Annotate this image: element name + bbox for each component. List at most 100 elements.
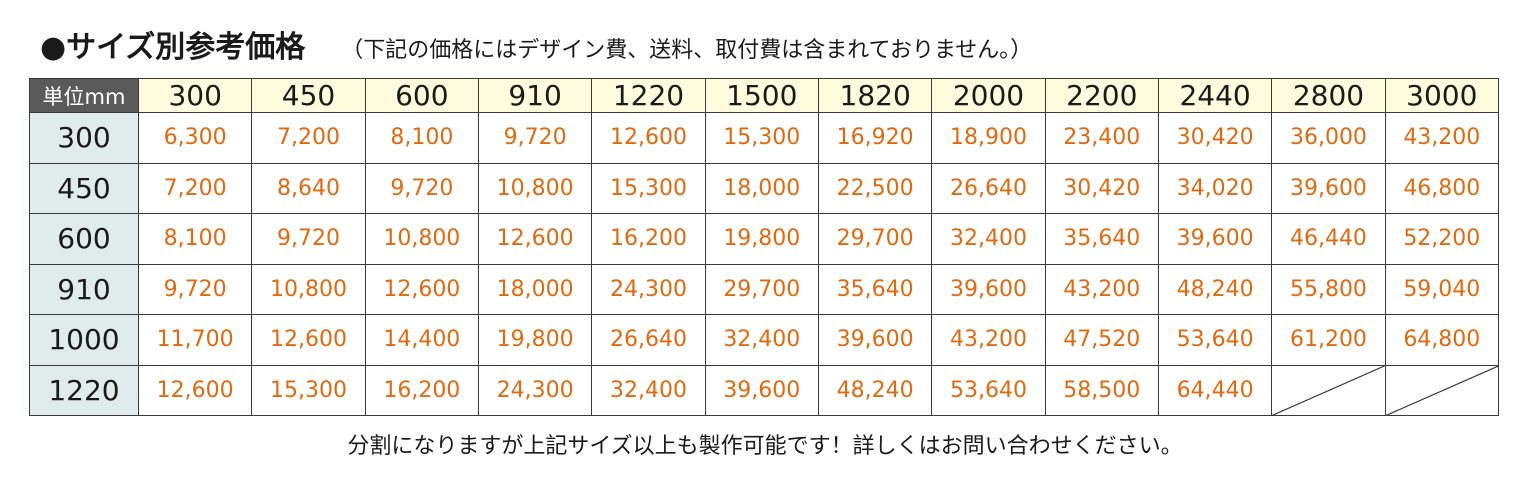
unavailable-cell [1384, 364, 1500, 416]
price-cell: 19,800 [704, 213, 819, 265]
price-cell: 26,640 [591, 314, 706, 366]
price-cell: 24,300 [477, 364, 593, 416]
price-cell: 58,500 [1044, 364, 1159, 416]
price-cell: 43,200 [931, 314, 1046, 366]
price-cell: 29,700 [704, 263, 819, 315]
price-cell: 9,720 [364, 162, 479, 214]
price-cell: 9,720 [137, 263, 253, 315]
price-cell: 43,200 [1044, 263, 1159, 315]
price-cell: 8,640 [251, 162, 366, 214]
price-cell: 10,800 [251, 263, 366, 315]
price-cell: 24,300 [591, 263, 706, 315]
price-cell: 26,640 [931, 162, 1046, 214]
price-cell: 12,600 [591, 112, 706, 164]
price-cell: 10,800 [364, 213, 479, 265]
price-cell: 64,440 [1157, 364, 1273, 416]
page-title: ●サイズ別参考価格 [40, 30, 306, 65]
column-header: 1820 [817, 78, 933, 113]
price-cell: 18,000 [704, 162, 819, 214]
price-cell: 61,200 [1271, 314, 1386, 366]
row-header: 450 [29, 162, 139, 214]
price-cell: 35,640 [817, 263, 933, 315]
row-header: 600 [29, 213, 139, 265]
price-cell: 39,600 [931, 263, 1046, 315]
row-header: 1000 [29, 314, 139, 366]
price-cell: 53,640 [1157, 314, 1273, 366]
column-header: 2800 [1271, 78, 1386, 113]
column-header: 1500 [704, 78, 819, 113]
price-cell: 15,300 [251, 364, 366, 416]
price-cell: 43,200 [1384, 112, 1500, 164]
price-cell: 46,440 [1271, 213, 1386, 265]
price-cell: 16,200 [364, 364, 479, 416]
unit-label: 単位mm [29, 78, 139, 113]
price-cell: 39,600 [1157, 213, 1273, 265]
price-table: 単位mm 300 450 600 910 1220 1500 1820 2000 2200 244… [29, 78, 1500, 416]
price-cell: 32,400 [704, 314, 819, 366]
price-cell: 12,600 [364, 263, 479, 315]
price-cell: 30,420 [1157, 112, 1273, 164]
price-cell: 53,640 [931, 364, 1046, 416]
price-cell: 36,000 [1271, 112, 1386, 164]
price-cell: 16,920 [817, 112, 933, 164]
price-cell: 19,800 [477, 314, 593, 366]
price-cell: 32,400 [591, 364, 706, 416]
price-cell: 30,420 [1044, 162, 1159, 214]
table-row: 1000 11,700 12,600 14,400 19,800 26,640 32,400… [29, 314, 1500, 366]
price-cell: 35,640 [1044, 213, 1159, 265]
table-row: 450 7,200 8,640 9,720 10,800 15,300 18,000 22,5… [29, 162, 1500, 214]
row-header: 910 [29, 263, 139, 315]
column-header: 3000 [1384, 78, 1500, 113]
header-row: 単位mm 300 450 600 910 1220 1500 1820 2000 2200 244… [29, 78, 1500, 113]
page-title-block: ●サイズ別参考価格 （下記の価格にはデザイン費、送料、取付費は含まれておりません… [40, 22, 1032, 72]
column-header: 2200 [1044, 78, 1159, 113]
table-row: 300 6,300 7,200 8,100 9,720 12,600 15,300 16,92… [29, 112, 1500, 164]
price-cell: 39,600 [704, 364, 819, 416]
price-cell: 34,020 [1157, 162, 1273, 214]
price-cell: 15,300 [704, 112, 819, 164]
table-row: 1220 12,600 15,300 16,200 24,300 32,400 39,600… [29, 364, 1500, 416]
price-cell: 7,200 [137, 162, 253, 214]
price-note: （下記の価格にはデザイン費、送料、取付費は含まれておりません。） [341, 38, 1033, 63]
price-cell: 32,400 [931, 213, 1046, 265]
price-cell: 48,240 [817, 364, 933, 416]
price-cell: 22,500 [817, 162, 933, 214]
price-cell: 29,700 [817, 213, 933, 265]
table-row: 910 9,720 10,800 12,600 18,000 24,300 29,700 35… [29, 263, 1500, 315]
column-header: 300 [137, 78, 253, 113]
price-cell: 39,600 [817, 314, 933, 366]
price-cell: 12,600 [477, 213, 593, 265]
price-cell: 64,800 [1384, 314, 1500, 366]
price-cell: 8,100 [137, 213, 253, 265]
price-cell: 10,800 [477, 162, 593, 214]
price-cell: 9,720 [477, 112, 593, 164]
price-cell: 46,800 [1384, 162, 1500, 214]
column-header: 450 [251, 78, 366, 113]
price-cell: 48,240 [1157, 263, 1273, 315]
price-cell: 8,100 [364, 112, 479, 164]
price-cell: 12,600 [251, 314, 366, 366]
column-header: 910 [477, 78, 593, 113]
price-cell: 16,200 [591, 213, 706, 265]
column-header: 1220 [591, 78, 706, 113]
price-cell: 18,000 [477, 263, 593, 315]
price-cell: 14,400 [364, 314, 479, 366]
diagonal-slash-icon [1386, 366, 1498, 416]
price-cell: 52,200 [1384, 213, 1500, 265]
price-cell: 39,600 [1271, 162, 1386, 214]
diagonal-slash-icon [1272, 366, 1384, 416]
price-cell: 12,600 [137, 364, 253, 416]
row-header: 300 [29, 112, 139, 164]
price-cell: 18,900 [931, 112, 1046, 164]
price-cell: 6,300 [137, 112, 253, 164]
price-cell: 55,800 [1271, 263, 1386, 315]
price-cell: 11,700 [137, 314, 253, 366]
footer-note: 分割になりますが上記サイズ以上も製作可能です！詳しくはお問い合わせください。 [347, 434, 1183, 459]
column-header: 2000 [931, 78, 1046, 113]
price-cell: 59,040 [1384, 263, 1500, 315]
price-table-body: 300 6,300 7,200 8,100 9,720 12,600 15,300 16,92… [29, 112, 1500, 416]
price-cell: 15,300 [591, 162, 706, 214]
price-cell: 7,200 [251, 112, 366, 164]
price-cell: 9,720 [251, 213, 366, 265]
column-header: 2440 [1157, 78, 1273, 113]
